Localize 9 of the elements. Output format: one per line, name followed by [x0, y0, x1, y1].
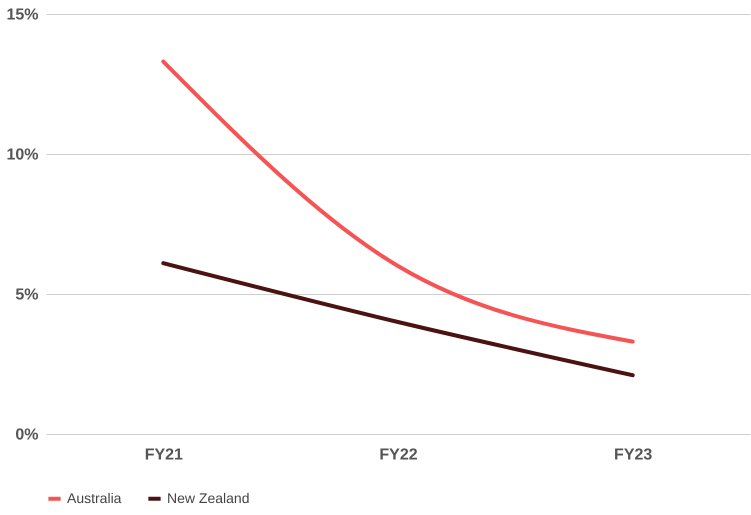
- x-tick-label: FY22: [379, 446, 418, 464]
- x-tick-label: FY23: [614, 446, 652, 464]
- legend-label: New Zealand: [167, 490, 250, 506]
- legend-label: Australia: [67, 490, 122, 506]
- y-tick-label: 10%: [6, 146, 38, 164]
- x-tick-label: FY21: [144, 446, 184, 464]
- y-tick-label: 5%: [15, 286, 38, 304]
- y-tick-label: 0%: [15, 426, 38, 444]
- y-tick-label: 15%: [6, 6, 38, 24]
